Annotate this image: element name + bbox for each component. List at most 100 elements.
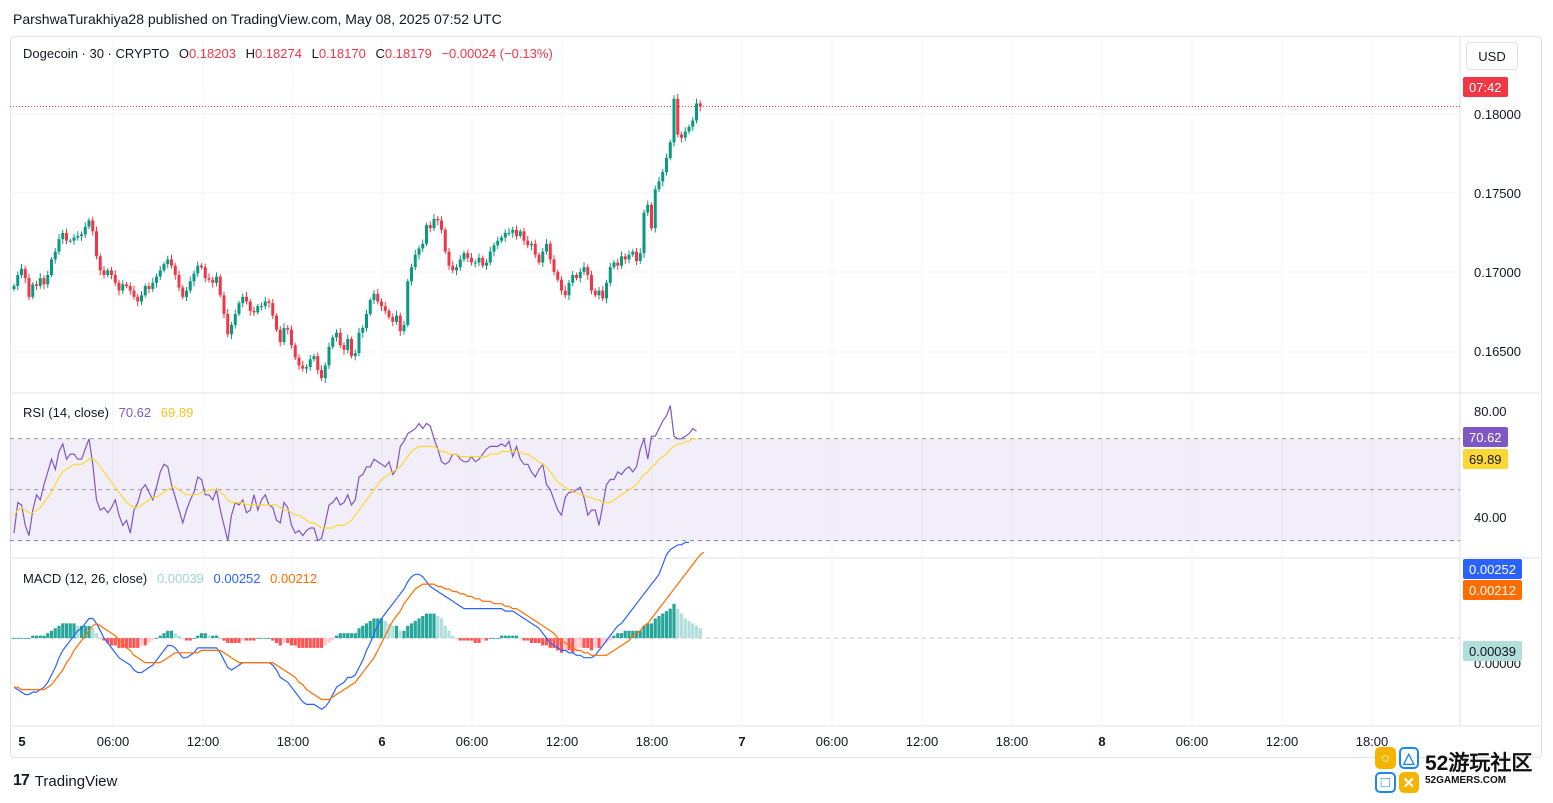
macd-histogram-bar bbox=[57, 625, 61, 639]
low-value: 0.18170 bbox=[318, 46, 366, 61]
candle-body bbox=[605, 282, 608, 299]
candle-body bbox=[387, 310, 391, 318]
macd-histogram-bar bbox=[646, 623, 650, 639]
macd-histogram-bar bbox=[12, 638, 16, 639]
macd-histogram-bar bbox=[649, 623, 654, 639]
rsi-label[interactable]: RSI (14, close) bbox=[23, 405, 109, 420]
candle-body bbox=[271, 303, 275, 316]
candle-body bbox=[143, 285, 147, 296]
macd-histogram-bar bbox=[668, 608, 672, 639]
candle-body bbox=[691, 120, 695, 127]
macd-histogram-bar bbox=[417, 618, 421, 639]
macd-histogram-bar bbox=[526, 638, 530, 641]
macd-label[interactable]: MACD (12, 26, close) bbox=[23, 571, 148, 586]
time-tick: 18:00 bbox=[276, 734, 310, 749]
macd-histogram-bar bbox=[229, 638, 234, 643]
candle-body bbox=[192, 273, 196, 282]
candle-body bbox=[20, 268, 23, 275]
macd-histogram-bar bbox=[544, 638, 549, 646]
macd-histogram-bar bbox=[661, 613, 665, 639]
macd-histogram-bar bbox=[379, 618, 384, 639]
price-tick: 0.17000 bbox=[1474, 265, 1521, 280]
symbol-label[interactable]: Dogecoin · 30 · CRYPTO bbox=[23, 46, 170, 61]
macd-histogram-bar bbox=[586, 638, 590, 648]
candle-body bbox=[245, 296, 248, 302]
candle-body bbox=[110, 270, 113, 275]
time-tick: 8 bbox=[1098, 734, 1106, 749]
macd-histogram-bar bbox=[361, 625, 365, 639]
candle-body bbox=[470, 257, 473, 263]
macd-histogram-bar bbox=[166, 630, 170, 639]
last-price-badge: 07:42 bbox=[1463, 77, 1508, 97]
time-tick: 06:00 bbox=[1175, 734, 1209, 749]
macd-histogram-bar bbox=[533, 638, 537, 643]
candle-body bbox=[612, 262, 616, 268]
candle-body bbox=[117, 282, 121, 291]
candle-body bbox=[586, 267, 590, 275]
macd-histogram-bar bbox=[252, 638, 256, 641]
tradingview-logo[interactable]: 17 TradingView bbox=[13, 772, 117, 790]
histogram-badge: 0.00039 bbox=[1463, 641, 1522, 661]
candle-body bbox=[608, 267, 612, 283]
candle-body bbox=[410, 267, 413, 282]
macd-histogram-bar bbox=[511, 635, 515, 639]
currency-button[interactable]: USD bbox=[1466, 42, 1518, 70]
candle-body bbox=[541, 251, 545, 263]
time-tick: 12:00 bbox=[186, 734, 220, 749]
macd-histogram-bar bbox=[218, 638, 222, 639]
candle-body bbox=[601, 290, 605, 299]
candle-body bbox=[560, 279, 563, 291]
macd-histogram-bar bbox=[308, 638, 312, 648]
candle-body bbox=[346, 338, 350, 350]
macd-histogram-bar bbox=[676, 608, 680, 639]
candle-body bbox=[38, 278, 42, 286]
macd-histogram-bar bbox=[338, 633, 342, 639]
macd-histogram-bar bbox=[443, 625, 447, 639]
watermark-site: 52GAMERS.COM bbox=[1425, 774, 1507, 786]
candle-body bbox=[451, 265, 455, 271]
macd-histogram-bar bbox=[466, 638, 470, 641]
macd-histogram-bar bbox=[552, 638, 556, 648]
candle-body bbox=[233, 314, 237, 325]
candle-body bbox=[646, 204, 650, 213]
candle-body bbox=[151, 282, 155, 290]
macd-histogram-bar bbox=[132, 638, 136, 648]
macd-histogram-bar bbox=[679, 613, 684, 639]
macd-histogram-bar bbox=[192, 638, 196, 639]
price-tick: 0.18000 bbox=[1474, 107, 1521, 122]
time-tick: 12:00 bbox=[905, 734, 939, 749]
candle-body bbox=[642, 212, 646, 254]
candle-body bbox=[196, 265, 200, 274]
candle-body bbox=[237, 303, 241, 314]
macd-histogram-bar bbox=[496, 638, 500, 639]
macd-histogram-bar bbox=[46, 633, 50, 639]
macd-histogram-bar bbox=[492, 638, 496, 639]
candle-body bbox=[256, 306, 260, 313]
candle-body bbox=[556, 271, 560, 280]
macd-histogram-bar bbox=[226, 638, 230, 643]
open-value: 0.18203 bbox=[188, 46, 236, 61]
macd-histogram-bar bbox=[31, 635, 35, 639]
macd-histogram-bar bbox=[634, 630, 639, 639]
macd-histogram-bar bbox=[589, 638, 594, 651]
rsi-legend: RSI (14, close) 70.62 69.89 bbox=[23, 405, 199, 420]
macd-line-value: 0.00252 bbox=[213, 571, 261, 586]
candle-body bbox=[473, 262, 477, 264]
macd-histogram-bar bbox=[233, 638, 237, 643]
time-tick: 6 bbox=[378, 734, 386, 749]
macd-histogram-bar bbox=[83, 625, 87, 639]
candle-body bbox=[353, 353, 357, 357]
candle-body bbox=[83, 226, 87, 235]
macd-histogram-bar bbox=[79, 625, 84, 639]
macd-histogram-bar bbox=[53, 628, 57, 639]
candle-body bbox=[211, 279, 215, 283]
candle-body bbox=[413, 254, 417, 268]
candle-body bbox=[170, 259, 173, 266]
macd-signal-value: 0.00212 bbox=[270, 571, 318, 586]
time-tick: 18:00 bbox=[995, 734, 1029, 749]
macd-histogram-bar bbox=[398, 630, 402, 639]
macd-histogram-bar bbox=[402, 630, 406, 639]
triangle-icon: △ bbox=[1398, 747, 1419, 769]
candle-body bbox=[698, 103, 702, 107]
